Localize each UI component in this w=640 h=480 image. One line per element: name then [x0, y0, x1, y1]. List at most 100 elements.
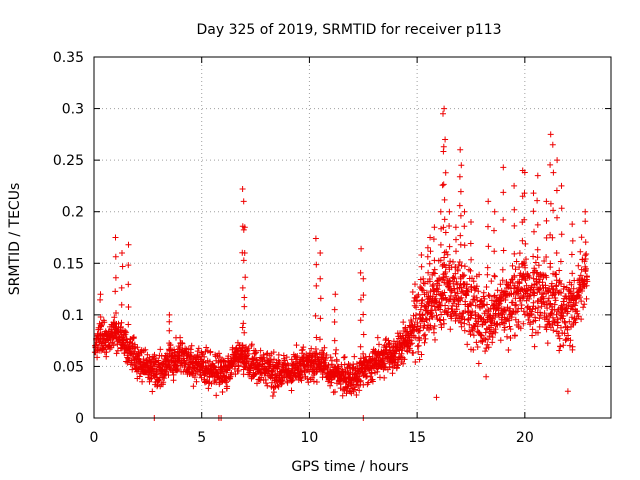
data-point — [139, 378, 146, 385]
data-point — [530, 190, 537, 197]
data-point — [536, 315, 543, 322]
data-point — [166, 318, 173, 325]
data-point — [450, 280, 457, 287]
data-point — [331, 319, 338, 325]
data-point — [446, 283, 453, 290]
data-point — [535, 304, 542, 311]
data-point — [423, 289, 430, 296]
data-point — [513, 301, 520, 308]
data-point — [279, 377, 286, 384]
data-point — [569, 237, 576, 244]
data-point — [441, 216, 448, 223]
data-point — [357, 269, 364, 276]
data-point — [535, 262, 542, 269]
data-point — [130, 334, 137, 341]
data-point — [254, 380, 260, 387]
data-point — [165, 372, 172, 379]
data-point — [304, 375, 311, 382]
data-point — [118, 284, 125, 291]
data-point — [456, 202, 463, 209]
data-point — [191, 374, 198, 381]
data-point — [188, 349, 194, 356]
data-point — [415, 291, 422, 298]
data-point — [100, 345, 107, 352]
data-point — [465, 308, 472, 315]
data-point — [547, 264, 554, 271]
y-tick-label: 0.05 — [53, 359, 84, 375]
data-point — [441, 254, 448, 261]
data-point — [534, 246, 541, 253]
x-tick-label: 0 — [90, 430, 99, 446]
data-point — [112, 323, 119, 330]
data-point — [582, 252, 589, 259]
data-point — [537, 312, 544, 319]
data-point — [101, 319, 108, 326]
data-point — [356, 387, 363, 394]
data-point — [313, 379, 320, 385]
data-point — [146, 378, 153, 385]
data-point — [461, 327, 468, 334]
data-point — [119, 250, 125, 256]
data-point — [431, 257, 438, 264]
data-point — [394, 362, 401, 369]
data-point — [113, 350, 120, 357]
data-point — [468, 256, 475, 263]
data-point — [441, 105, 448, 112]
data-point — [474, 344, 481, 350]
data-point — [270, 349, 277, 356]
data-point — [556, 289, 563, 296]
data-point — [293, 342, 300, 349]
data-point — [333, 356, 340, 363]
data-point — [408, 337, 414, 344]
data-point — [437, 317, 444, 324]
data-point — [429, 283, 436, 290]
data-point — [437, 208, 444, 215]
data-point — [527, 319, 533, 326]
data-point — [466, 321, 473, 328]
data-point — [582, 239, 589, 246]
data-point — [432, 336, 438, 343]
data-point — [245, 358, 252, 365]
data-point — [207, 348, 214, 355]
data-point — [544, 340, 551, 347]
data-point — [466, 266, 472, 273]
data-point — [558, 205, 565, 212]
data-point — [313, 261, 320, 268]
y-tick-label: 0.1 — [62, 308, 84, 324]
data-point — [582, 218, 589, 225]
data-point — [483, 284, 490, 290]
data-point — [179, 340, 186, 347]
data-point — [170, 371, 177, 378]
data-point — [241, 329, 248, 336]
data-point — [357, 343, 364, 350]
data-point — [489, 339, 496, 346]
data-point — [364, 373, 370, 379]
data-point — [440, 110, 446, 117]
data-point — [485, 344, 492, 351]
data-point — [558, 182, 565, 189]
data-point — [517, 270, 524, 277]
data-point — [149, 388, 156, 395]
data-point — [542, 282, 549, 289]
data-point — [575, 262, 582, 269]
data-point — [469, 308, 476, 315]
data-point — [511, 250, 518, 257]
data-point — [516, 264, 523, 271]
data-point — [427, 324, 434, 331]
data-point — [347, 362, 353, 369]
data-point — [569, 343, 576, 350]
data-point — [507, 326, 514, 333]
data-point — [472, 311, 479, 318]
data-point — [489, 334, 496, 341]
data-point — [441, 320, 447, 327]
data-point — [539, 290, 545, 296]
data-point — [440, 181, 447, 188]
data-point — [534, 197, 541, 204]
data-point — [357, 317, 364, 324]
data-point — [283, 354, 290, 361]
data-point — [275, 383, 282, 390]
data-point — [327, 382, 334, 389]
data-point — [583, 251, 590, 257]
data-point — [532, 259, 539, 266]
data-point — [544, 305, 551, 312]
